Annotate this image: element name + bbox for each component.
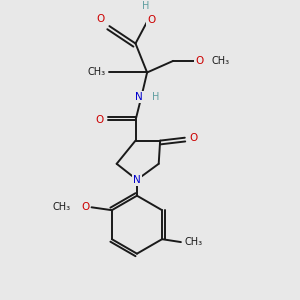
Text: O: O [95, 115, 103, 125]
Text: CH₃: CH₃ [212, 56, 230, 66]
Text: H: H [142, 1, 149, 11]
Text: O: O [147, 15, 156, 25]
Text: CH₃: CH₃ [87, 68, 105, 77]
Text: O: O [81, 202, 89, 212]
Text: H: H [152, 92, 160, 102]
Text: CH₃: CH₃ [185, 237, 203, 247]
Text: N: N [135, 92, 143, 102]
Text: CH₃: CH₃ [52, 202, 70, 212]
Text: O: O [195, 56, 203, 66]
Text: O: O [97, 14, 105, 24]
Text: N: N [133, 175, 141, 185]
Text: O: O [189, 133, 198, 143]
